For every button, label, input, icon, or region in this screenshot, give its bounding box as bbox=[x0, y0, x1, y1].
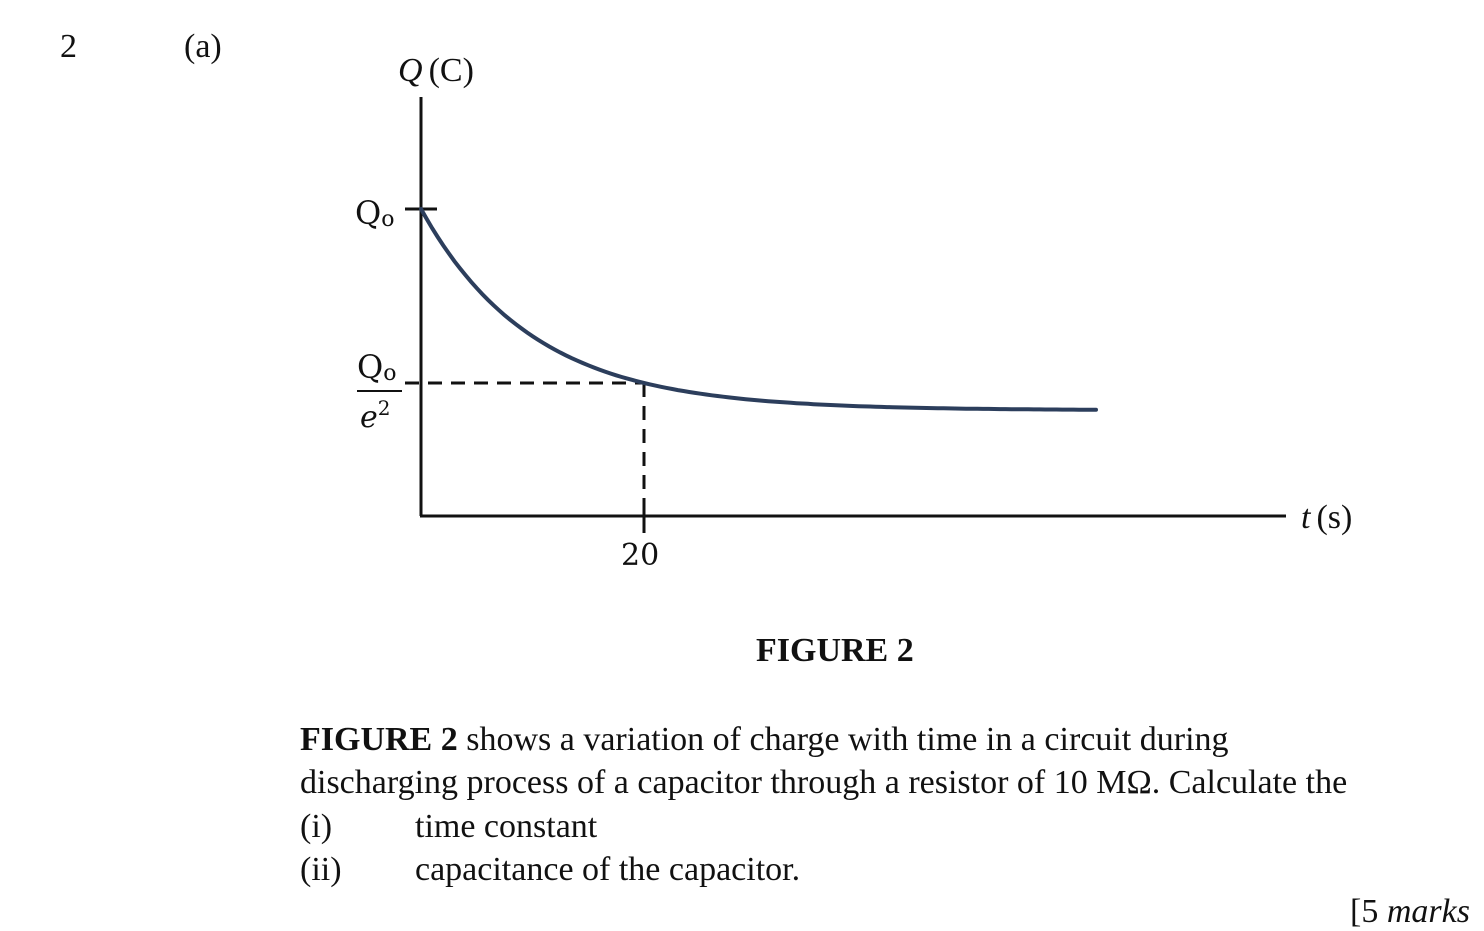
y-axis-label: Q (C) bbox=[398, 52, 474, 89]
decay-curve bbox=[419, 207, 1098, 412]
charge-time-graph: Q (C) t (s) Qo Qo e2 20 bbox=[355, 52, 1352, 573]
figure-reference: FIGURE 2 bbox=[300, 721, 458, 758]
x-axis-label: t (s) bbox=[1301, 499, 1352, 536]
y-tick-label-q0: Qo bbox=[355, 194, 394, 232]
subquestion-i-label: (i) bbox=[300, 808, 333, 845]
y-axis-symbol: Q bbox=[398, 52, 423, 89]
subquestion-i: (i) time constant bbox=[300, 805, 597, 848]
question-number: 2 bbox=[60, 28, 77, 65]
subquestion-i-text: time constant bbox=[415, 808, 598, 845]
marks-allocation: [5 marks bbox=[1350, 893, 1470, 931]
question-paragraph: FIGURE 2 shows a variation of charge wit… bbox=[300, 718, 1484, 804]
x-axis-unit: (s) bbox=[1316, 499, 1352, 536]
y-axis-unit: (C) bbox=[429, 52, 474, 89]
y-tick-label-q0-over-e2: Qo e2 bbox=[357, 348, 402, 435]
figure-caption: FIGURE 2 bbox=[756, 632, 914, 669]
marks-number: [5 bbox=[1350, 893, 1387, 930]
paragraph-line-2: discharging process of a capacitor throu… bbox=[300, 764, 1348, 801]
question-part: (a) bbox=[184, 28, 222, 65]
subquestion-ii: (ii) capacitance of the capacitor. bbox=[300, 848, 800, 891]
x-axis-symbol: t bbox=[1301, 499, 1312, 536]
svg-text:e2: e2 bbox=[360, 396, 391, 435]
x-tick-label-20: 20 bbox=[621, 538, 659, 573]
subquestion-ii-text: capacitance of the capacitor. bbox=[415, 851, 801, 888]
paragraph-line-1-rest: shows a variation of charge with time in… bbox=[457, 721, 1229, 758]
subquestion-ii-label: (ii) bbox=[300, 851, 342, 888]
svg-text:Qo: Qo bbox=[357, 348, 396, 386]
paragraph-line-1: FIGURE 2 shows a variation of charge wit… bbox=[300, 718, 1484, 761]
marks-word: marks bbox=[1386, 893, 1470, 930]
